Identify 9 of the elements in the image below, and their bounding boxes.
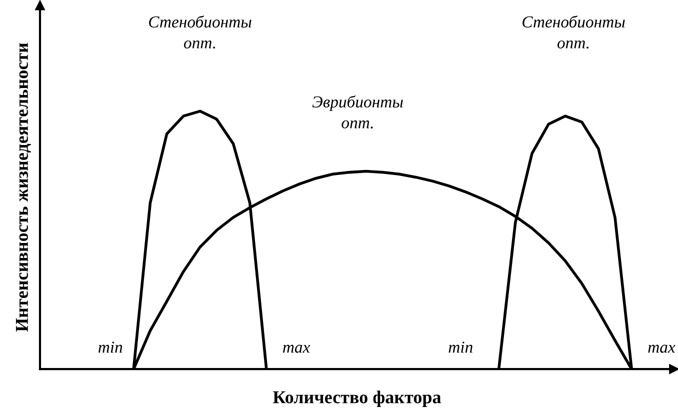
text: Стенобионты опт. — [522, 15, 625, 49]
annotation: max — [648, 344, 676, 353]
annotation: max — [283, 344, 310, 353]
y-axis-title: Интенсивность жизнедеятельности — [16, 43, 31, 332]
annotation: Эврибионты опт. — [312, 95, 403, 128]
text: Стенобионты опт. — [149, 15, 252, 49]
annotation: min — [98, 342, 122, 353]
x-axis-title: Количество фактора — [272, 390, 442, 407]
annotation: min — [448, 342, 472, 353]
